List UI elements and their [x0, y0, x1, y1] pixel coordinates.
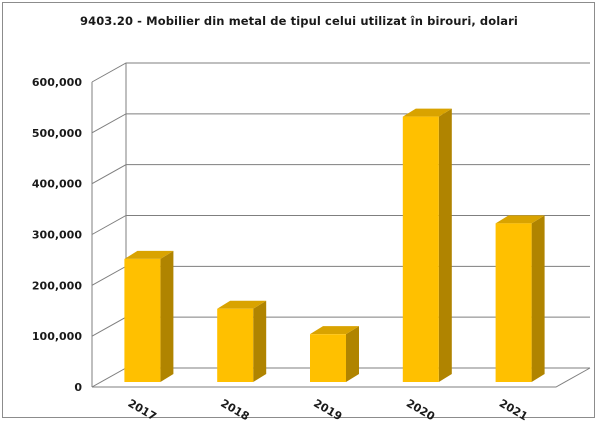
bar-side — [531, 215, 545, 382]
bar-top — [217, 300, 267, 309]
y-tick-label: 600,000 — [32, 76, 82, 89]
bar-side — [346, 326, 359, 382]
bar — [310, 326, 359, 382]
bar-side — [438, 108, 452, 382]
y-tick-label: 0 — [74, 381, 82, 394]
bar-front — [310, 334, 346, 382]
gridline — [91, 62, 590, 83]
x-tick-label: 2020 — [404, 397, 437, 421]
bar-front — [495, 223, 532, 382]
gridline — [91, 164, 590, 185]
y-tick-label: 100,000 — [32, 330, 82, 343]
x-tick-label: 2018 — [218, 397, 251, 421]
bar — [402, 108, 452, 382]
chart-title: 9403.20 - Mobilier din metal de tipul ce… — [80, 14, 518, 28]
y-axis-ticks: 0 100,000 200,000 300,000 400,000 500,000 600,… — [32, 76, 82, 394]
bar-side — [160, 250, 174, 382]
floor-edge — [92, 367, 591, 388]
gridline — [91, 113, 590, 134]
bar-top — [124, 250, 174, 259]
y-tick-label: 300,000 — [32, 229, 82, 242]
bar-top — [402, 108, 452, 117]
bar-side — [253, 300, 267, 382]
x-tick-label: 2021 — [497, 397, 530, 421]
bar-front — [217, 308, 254, 382]
bar-front — [124, 258, 161, 382]
bar-top — [495, 215, 545, 224]
x-tick-label: 2019 — [311, 397, 344, 421]
y-tick-label: 500,000 — [32, 127, 82, 140]
bar — [495, 215, 545, 382]
x-tick-label: 2017 — [126, 397, 159, 421]
bar-front — [402, 116, 439, 382]
bar — [124, 250, 174, 382]
y-tick-label: 200,000 — [32, 279, 82, 292]
bar-top — [310, 326, 359, 335]
y-tick-label: 400,000 — [32, 178, 82, 191]
x-axis-ticks: 2017 2018 2019 2020 2021 — [126, 397, 530, 421]
bar — [217, 300, 267, 382]
bars — [124, 108, 545, 382]
